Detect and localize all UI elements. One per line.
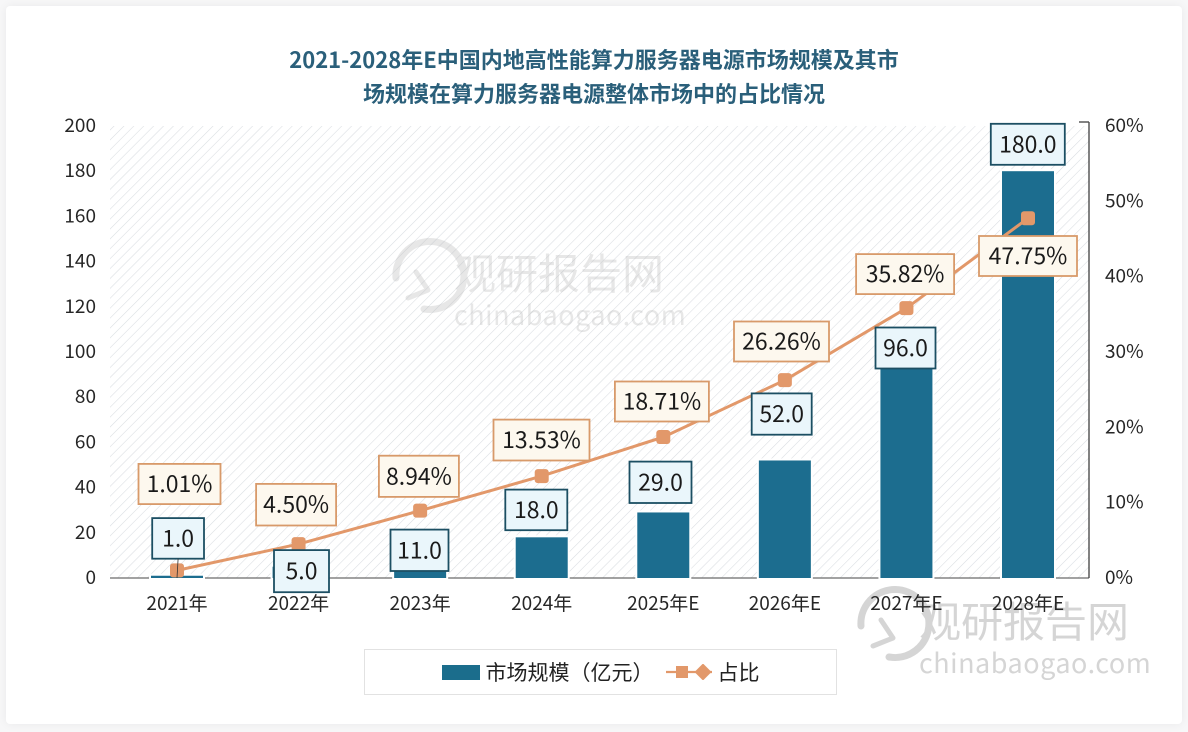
svg-text:1.0: 1.0 (162, 519, 194, 553)
svg-text:29.0: 29.0 (638, 463, 683, 497)
svg-text:50%: 50% (1105, 186, 1144, 213)
svg-text:2026年E: 2026年E (749, 589, 821, 616)
svg-text:140: 140 (64, 247, 96, 274)
svg-text:2024年: 2024年 (511, 589, 572, 616)
svg-text:47.75%: 47.75% (989, 237, 1068, 271)
svg-text:10%: 10% (1105, 488, 1144, 515)
svg-text:40%: 40% (1105, 262, 1144, 289)
svg-text:96.0: 96.0 (883, 329, 928, 363)
svg-text:100: 100 (64, 337, 96, 364)
svg-text:chinabaogao.com: chinabaogao.com (919, 642, 1151, 681)
svg-text:11.0: 11.0 (397, 531, 442, 565)
svg-text:180: 180 (64, 156, 96, 183)
svg-text:5.0: 5.0 (286, 552, 318, 586)
svg-text:120: 120 (64, 292, 96, 319)
svg-text:180.0: 180.0 (999, 125, 1056, 159)
svg-text:13.53%: 13.53% (502, 421, 581, 455)
svg-text:4.50%: 4.50% (263, 486, 329, 520)
svg-text:18.71%: 18.71% (623, 383, 702, 417)
svg-text:160: 160 (64, 201, 96, 228)
svg-text:观研报告网: 观研报告网 (454, 241, 664, 302)
svg-text:40: 40 (75, 473, 96, 500)
svg-text:8.94%: 8.94% (386, 457, 452, 491)
svg-text:60: 60 (75, 427, 96, 454)
svg-text:60%: 60% (1105, 111, 1144, 138)
svg-text:2027年E: 2027年E (870, 589, 942, 616)
svg-text:1.01%: 1.01% (147, 465, 213, 499)
svg-text:0%: 0% (1105, 563, 1133, 590)
svg-text:35.82%: 35.82% (866, 255, 945, 289)
svg-text:2025年E: 2025年E (627, 589, 699, 616)
svg-text:26.26%: 26.26% (742, 323, 821, 357)
svg-text:20: 20 (75, 518, 96, 545)
svg-text:chinabaogao.com: chinabaogao.com (454, 294, 686, 333)
svg-text:200: 200 (64, 111, 96, 138)
svg-text:2028年E: 2028年E (992, 589, 1064, 616)
svg-text:80: 80 (75, 382, 96, 409)
svg-text:30%: 30% (1105, 337, 1144, 364)
svg-text:2021年: 2021年 (146, 589, 207, 616)
svg-text:18.0: 18.0 (514, 491, 559, 525)
svg-text:52.0: 52.0 (759, 395, 804, 429)
svg-text:2023年: 2023年 (390, 589, 451, 616)
svg-text:0: 0 (85, 563, 96, 590)
svg-text:20%: 20% (1105, 412, 1144, 439)
